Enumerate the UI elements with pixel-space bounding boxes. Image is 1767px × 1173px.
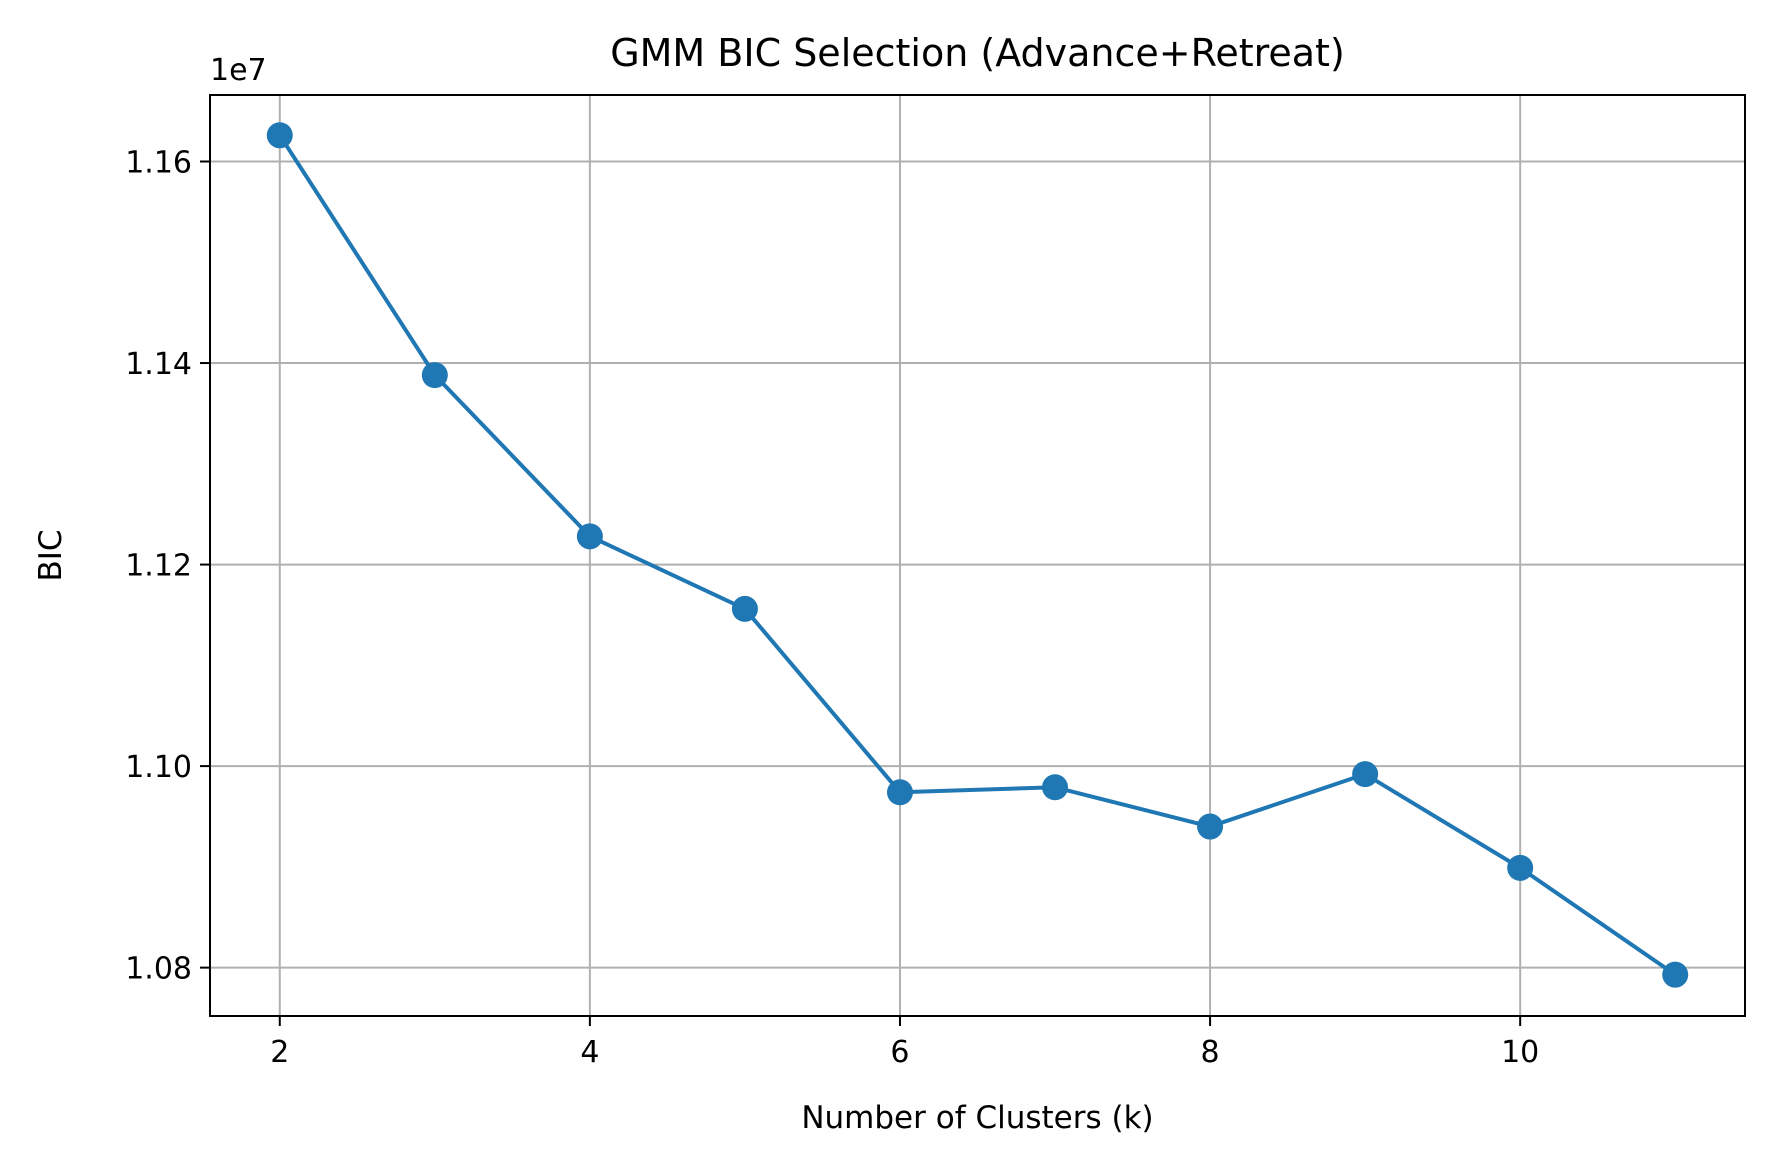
y-tick-label: 1.10: [125, 750, 192, 785]
data-point: [886, 779, 913, 806]
data-point: [421, 362, 448, 389]
chart-title: GMM BIC Selection (Advance+Retreat): [610, 31, 1345, 75]
data-point: [1662, 961, 1689, 988]
x-tick-label: 2: [270, 1035, 289, 1070]
data-point: [266, 122, 293, 149]
data-point: [1197, 813, 1224, 840]
y-axis-label: BIC: [33, 529, 69, 581]
x-tick-label: 4: [580, 1035, 599, 1070]
x-tick-label: 10: [1501, 1035, 1539, 1070]
y-tick-label: 1.16: [125, 146, 192, 181]
axis-ticks: 2 4 6 8 10 1.08 1.10 1.12 1.14 1.16: [125, 146, 1539, 1070]
series-line: [278, 134, 1677, 977]
y-tick-label: 1.14: [125, 347, 192, 382]
y-axis-offset-label: 1e7: [210, 53, 267, 88]
y-tick-label: 1.12: [125, 549, 192, 584]
data-point: [731, 595, 758, 622]
x-axis-label: Number of Clusters (k): [801, 1100, 1153, 1136]
plot-area-frame: [209, 94, 1746, 1017]
x-tick-label: 6: [890, 1035, 909, 1070]
data-point: [1507, 854, 1534, 881]
data-point: [1042, 774, 1069, 801]
series-layer: [266, 122, 1689, 988]
y-tick-label: 1.08: [125, 952, 192, 987]
data-point: [1352, 761, 1379, 788]
x-tick-label: 8: [1201, 1035, 1220, 1070]
data-point: [576, 523, 603, 550]
grid: [210, 95, 1745, 1016]
